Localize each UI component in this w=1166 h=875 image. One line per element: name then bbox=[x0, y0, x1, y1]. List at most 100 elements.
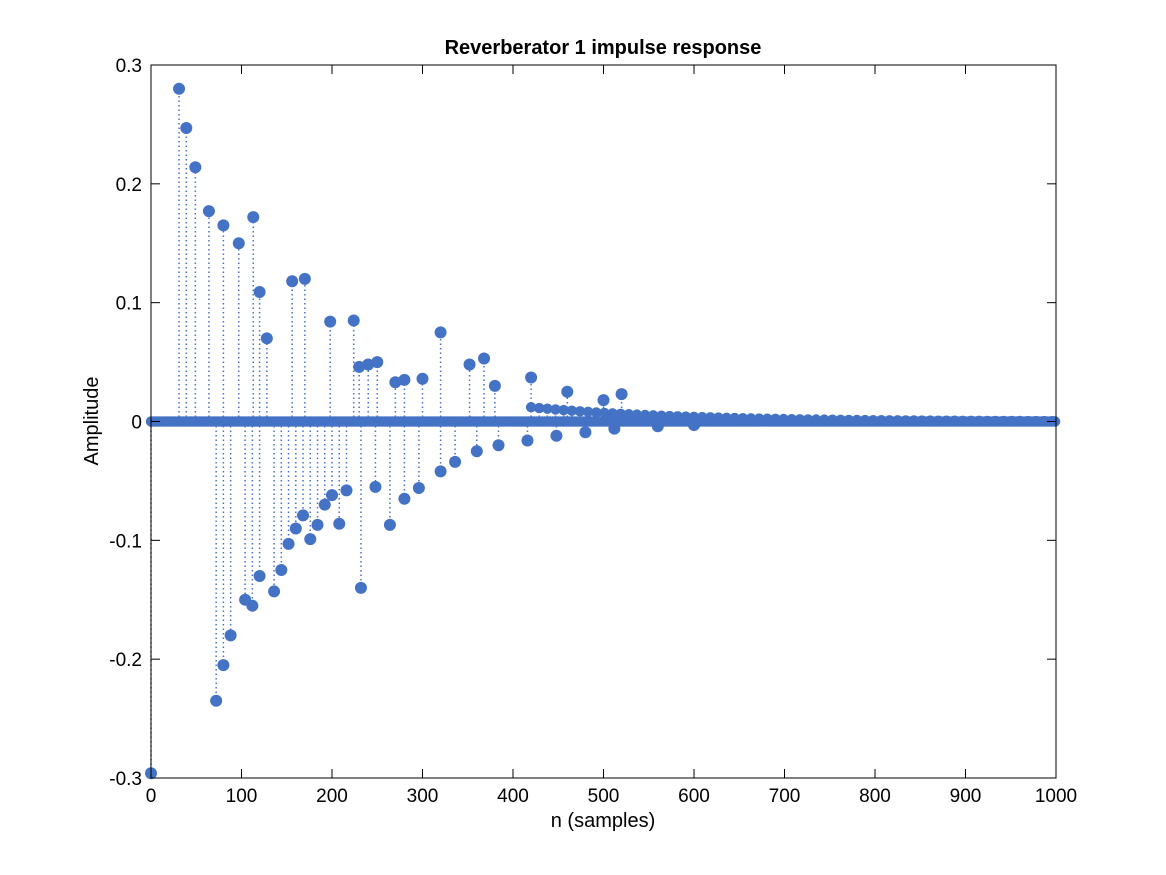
stem-marker bbox=[347, 314, 360, 327]
stem-marker-tail bbox=[843, 414, 854, 426]
stem-marker bbox=[260, 332, 273, 345]
stem-marker-tail bbox=[884, 415, 895, 426]
x-tick-label: 500 bbox=[588, 786, 620, 807]
stem-marker-tail bbox=[696, 411, 708, 423]
stem-marker bbox=[615, 388, 628, 401]
stem-marker bbox=[525, 371, 538, 384]
stem-marker bbox=[217, 659, 230, 672]
stem-marker-tail bbox=[835, 414, 846, 426]
stem-marker bbox=[210, 694, 223, 707]
y-tick-label: 0.2 bbox=[116, 175, 142, 196]
stem-marker-tail bbox=[859, 414, 871, 426]
stem-marker bbox=[282, 537, 295, 550]
stem-marker-tail bbox=[745, 413, 757, 424]
stem-marker-tail bbox=[819, 414, 830, 425]
stem-marker bbox=[232, 237, 245, 250]
stem-marker-tail bbox=[656, 410, 667, 421]
stem-marker bbox=[463, 358, 476, 371]
stem-marker-tail bbox=[810, 414, 822, 425]
stem-marker bbox=[354, 581, 367, 594]
stem-marker-tail bbox=[591, 407, 602, 418]
stem-marker-tail bbox=[786, 413, 797, 425]
stem-marker-tail bbox=[1014, 415, 1025, 427]
stem-marker-tail bbox=[1022, 415, 1034, 427]
stem-marker-tail bbox=[672, 411, 683, 422]
stem-marker-tail bbox=[599, 407, 610, 419]
stem-marker bbox=[304, 533, 317, 546]
stem-marker-tail bbox=[582, 406, 594, 418]
stem-marker bbox=[246, 599, 259, 612]
chart-title: Reverberator 1 impulse response bbox=[445, 37, 762, 59]
stem-marker-tail bbox=[631, 409, 643, 420]
stem-marker bbox=[286, 275, 299, 288]
y-tick-label: -0.2 bbox=[109, 650, 142, 671]
stem-marker-tail bbox=[957, 415, 968, 426]
stem-marker bbox=[297, 509, 310, 522]
x-axis-label: n (samples) bbox=[551, 810, 655, 832]
stem-marker bbox=[189, 161, 202, 174]
stem-marker-tail bbox=[762, 413, 773, 424]
y-tick-label: 0.3 bbox=[116, 56, 142, 77]
stem-marker bbox=[412, 482, 425, 495]
stem-marker bbox=[398, 373, 411, 386]
x-axis-ticks: 0 100 200 300 400 500 600 700 800 900 1000 bbox=[146, 65, 1077, 807]
stem-marker-tail bbox=[973, 415, 985, 427]
y-axis-label: Amplitude bbox=[81, 377, 103, 466]
stem-marker-tail bbox=[770, 413, 781, 425]
stem-marker bbox=[253, 569, 266, 582]
stem-marker bbox=[597, 394, 610, 407]
stem-marker-tail bbox=[851, 414, 863, 426]
y-tick-label: 0.1 bbox=[116, 294, 142, 315]
stem-marker bbox=[362, 358, 375, 371]
stem-marker-tail bbox=[908, 415, 920, 426]
stem-markers bbox=[145, 82, 1061, 780]
stem-marker-tail bbox=[778, 413, 789, 425]
stem-marker bbox=[521, 434, 534, 447]
stem-marker-tail bbox=[550, 404, 561, 415]
stem-marker-tail bbox=[1006, 415, 1017, 427]
x-tick-label: 800 bbox=[859, 786, 891, 807]
stem-marker-tail bbox=[542, 403, 553, 414]
stem-marker-tail bbox=[990, 415, 1001, 427]
stem-marker bbox=[550, 429, 563, 442]
stem-marker bbox=[478, 352, 491, 365]
stem-marker-tail bbox=[525, 402, 537, 413]
stem-marker-tail bbox=[941, 415, 952, 426]
stem-marker bbox=[353, 360, 366, 373]
x-tick-label: 600 bbox=[678, 786, 710, 807]
stem-marker-tail bbox=[729, 412, 740, 424]
stem-marker bbox=[398, 492, 411, 505]
stem-marker bbox=[561, 385, 574, 398]
stem-marker bbox=[298, 272, 311, 285]
stem-marker bbox=[434, 465, 447, 478]
stem-marker bbox=[180, 121, 193, 134]
stem-marker bbox=[247, 211, 260, 224]
stem-marker-tail bbox=[827, 414, 838, 425]
stem-marker bbox=[434, 326, 447, 339]
stem-marker-tail bbox=[802, 414, 814, 425]
stem-marker bbox=[488, 379, 501, 392]
stem-marker-tail bbox=[794, 414, 806, 425]
stem-marker bbox=[253, 285, 266, 298]
stem-marker bbox=[289, 522, 302, 535]
x-tick-label: 400 bbox=[497, 786, 529, 807]
stem-marker-tail bbox=[925, 415, 936, 426]
stem-marker-tail bbox=[664, 410, 675, 422]
stem-marker bbox=[318, 498, 331, 511]
stem-marker-tail bbox=[965, 415, 977, 427]
stem-marker bbox=[217, 219, 230, 232]
x-tick-label: 100 bbox=[226, 786, 258, 807]
stem-marker-tail bbox=[933, 415, 944, 426]
stem-marker bbox=[326, 489, 338, 502]
stem-marker bbox=[651, 420, 664, 433]
y-tick-label: -0.1 bbox=[109, 531, 142, 552]
stem-marker bbox=[224, 629, 237, 642]
stem-marker-tail bbox=[680, 411, 692, 422]
stem-marker-tail bbox=[737, 412, 749, 424]
stem-marker bbox=[275, 564, 288, 577]
stem-marker bbox=[311, 518, 324, 531]
stem-marker-tail bbox=[713, 412, 724, 423]
stem-marker bbox=[324, 315, 337, 328]
stem-marker bbox=[470, 445, 483, 458]
